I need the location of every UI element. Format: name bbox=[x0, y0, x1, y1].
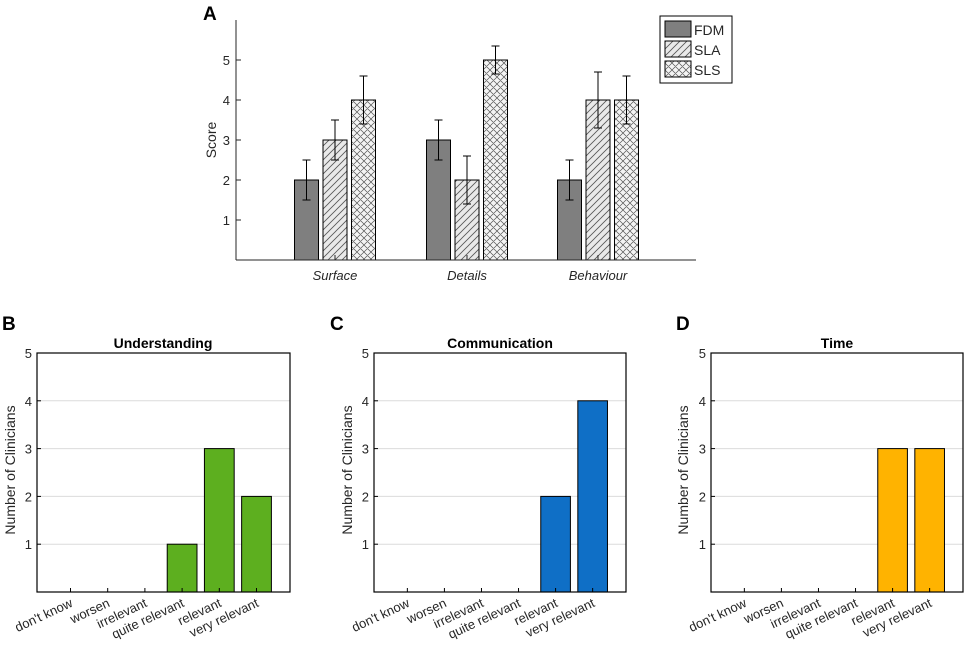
plot-frame bbox=[373, 352, 627, 593]
error-bar-sls-details bbox=[491, 45, 500, 75]
bar-relevant bbox=[540, 495, 571, 593]
legend-swatch-fdm bbox=[664, 20, 692, 38]
bar-relevant bbox=[203, 448, 235, 593]
x-tick-label-don-t-know: don't know bbox=[12, 595, 75, 635]
error-bar-fdm-surface bbox=[302, 159, 311, 201]
legend-label-sla: SLA bbox=[694, 42, 721, 58]
y-tick-label: 2 bbox=[362, 489, 369, 504]
error-bar-sla-surface bbox=[331, 119, 339, 161]
panel-letter-c: C bbox=[330, 314, 344, 335]
panel-letter-b: B bbox=[2, 314, 16, 335]
error-bar-sls-behaviour bbox=[622, 75, 631, 125]
bar-relevant bbox=[877, 448, 908, 593]
chart-b: Understanding Number of Clinicians 1 2 3 4 5… bbox=[2, 335, 291, 642]
x-tick-label-don-t-know: don't know bbox=[686, 595, 749, 635]
bar-sls-surface bbox=[351, 99, 376, 261]
error-bar-fdm-behaviour bbox=[565, 159, 574, 201]
bar-very-relevant bbox=[914, 448, 945, 593]
chart-c: Communication Number of Clinicians 1 2 3 4 5… bbox=[339, 335, 627, 642]
y-tick-label: 2 bbox=[223, 173, 230, 188]
error-bar-sla-behaviour bbox=[594, 71, 602, 129]
y-tick-label: 1 bbox=[362, 537, 369, 552]
y-tick-label: 5 bbox=[25, 346, 32, 361]
chart-d: Time Number of Clinicians 1 2 3 4 5 don't kno… bbox=[675, 335, 964, 642]
plot-frame bbox=[710, 352, 964, 593]
y-tick-label: 3 bbox=[699, 442, 706, 457]
error-bar-sls-surface bbox=[359, 75, 368, 125]
y-tick-label: 2 bbox=[25, 489, 32, 504]
chart-title-c: Communication bbox=[447, 335, 553, 351]
y-tick-label: 3 bbox=[25, 442, 32, 457]
y-tick-label: 1 bbox=[25, 537, 32, 552]
legend-label-sls: SLS bbox=[694, 62, 720, 78]
y-tick-label: 4 bbox=[699, 394, 706, 409]
y-tick-label: 3 bbox=[223, 133, 230, 148]
chart-title-b: Understanding bbox=[114, 335, 213, 351]
y-tick-label: 4 bbox=[362, 394, 369, 409]
y-tick-label: 5 bbox=[362, 346, 369, 361]
bar-quite-relevant bbox=[166, 543, 198, 593]
y-axis-label-c: Number of Clinicians bbox=[339, 405, 355, 534]
y-tick-label: 4 bbox=[223, 93, 230, 108]
y-axis-label-b: Number of Clinicians bbox=[2, 405, 18, 534]
y-axis-label-a: Score bbox=[203, 122, 219, 159]
legend: FDM SLA SLS bbox=[659, 15, 733, 84]
x-tick-label-surface: Surface bbox=[313, 268, 358, 283]
y-tick-label: 1 bbox=[699, 537, 706, 552]
legend-swatch-sls bbox=[664, 60, 692, 78]
plot-frame bbox=[36, 352, 291, 593]
y-tick-label: 5 bbox=[699, 346, 706, 361]
y-tick-label: 4 bbox=[25, 394, 32, 409]
bar-very-relevant bbox=[241, 495, 272, 593]
y-tick-label: 1 bbox=[223, 213, 230, 228]
x-tick-label-don-t-know: don't know bbox=[349, 595, 412, 635]
y-tick-label: 2 bbox=[699, 489, 706, 504]
error-bar-sla-details bbox=[463, 155, 471, 205]
legend-swatch-sla bbox=[664, 40, 692, 58]
y-axis-label-d: Number of Clinicians bbox=[675, 405, 691, 534]
x-tick-label-details: Details bbox=[447, 268, 487, 283]
y-tick-label: 3 bbox=[362, 442, 369, 457]
bar-sls-behaviour bbox=[614, 99, 639, 261]
panel-letter-a: A bbox=[203, 4, 217, 25]
panel-letter-d: D bbox=[676, 314, 690, 335]
chart-a: 1 2 3 4 5 Surface Details Behaviour FDM SLA SLS… bbox=[203, 15, 733, 283]
x-tick-label-behaviour: Behaviour bbox=[569, 268, 628, 283]
chart-title-d: Time bbox=[821, 335, 854, 351]
bar-sls-details bbox=[483, 59, 508, 261]
error-bar-fdm-details bbox=[434, 119, 443, 161]
legend-label-fdm: FDM bbox=[694, 22, 724, 38]
bar-very-relevant bbox=[577, 400, 608, 593]
y-tick-label: 5 bbox=[223, 53, 230, 68]
